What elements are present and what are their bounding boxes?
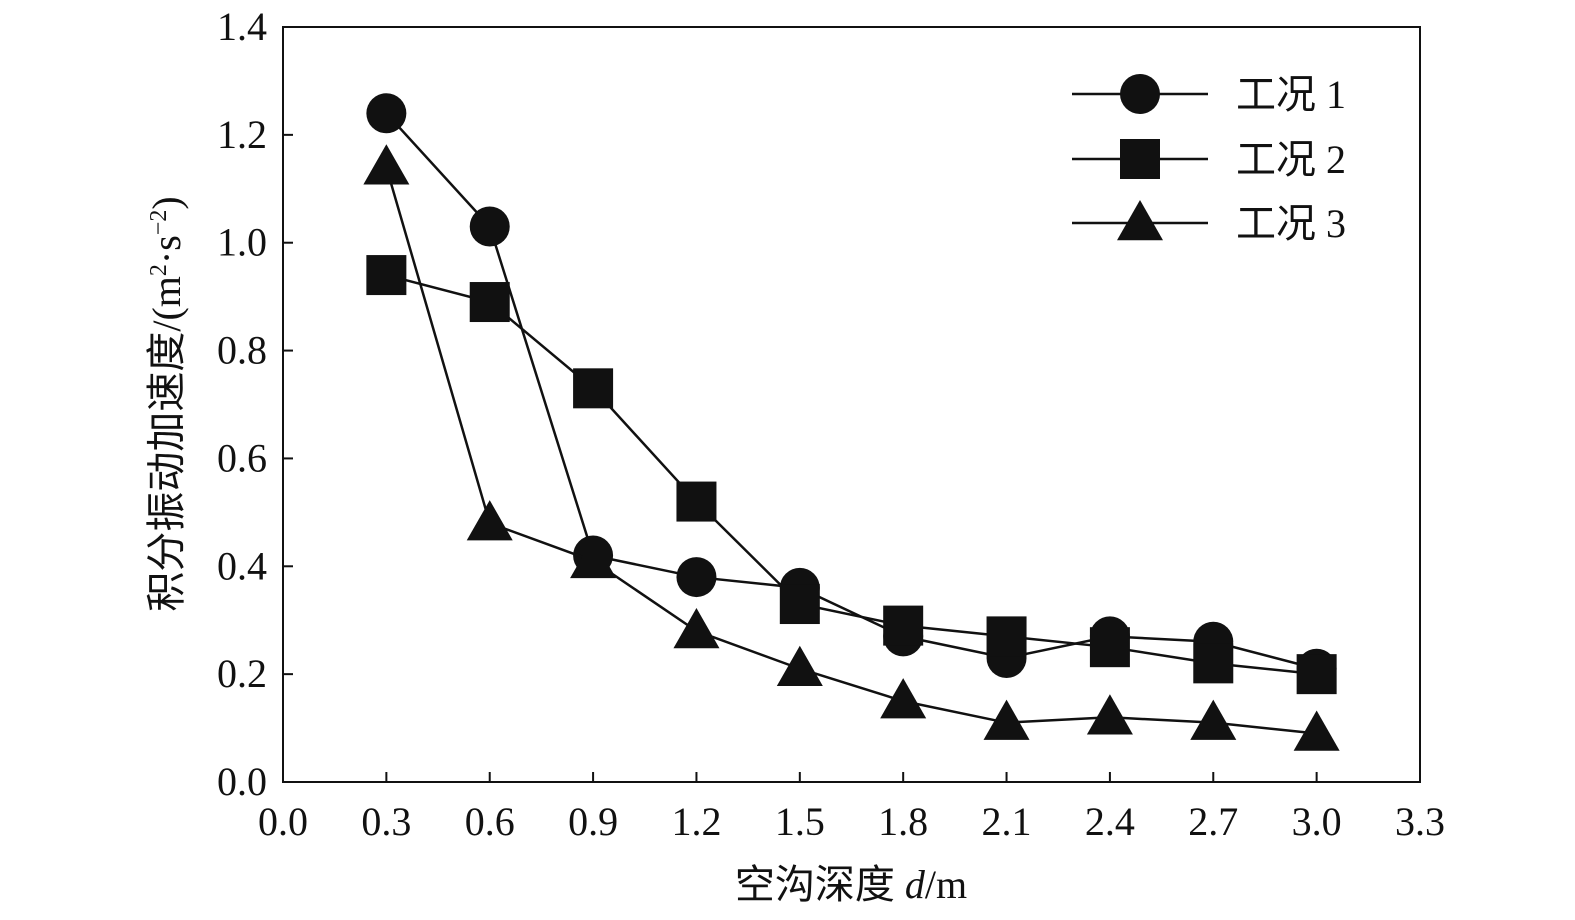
y-tick-label: 1.4 [217,4,267,49]
series-2-point [1296,654,1337,695]
x-tick-label: 1.8 [878,799,928,844]
legend-label: 工况 2 [1236,137,1346,182]
series-3-point [673,608,720,649]
series-2 [366,255,1337,695]
x-tick-label: 0.6 [465,799,515,844]
series-3-point [1293,710,1340,751]
legend-item-1: 工况 1 [1072,72,1346,117]
x-tick-label: 2.4 [1085,799,1135,844]
y-tick-label: 1.2 [217,112,267,157]
series-3-point [880,678,927,719]
y-tick-label: 0.8 [217,328,267,373]
series-1-line [385,112,1317,670]
legend-label: 工况 1 [1236,72,1346,117]
legend-label: 工况 3 [1236,201,1346,246]
x-axis: 0.0 0.3 0.6 0.9 1.2 1.5 1.8 2.1 2.4 2.7 3.0 3.3 [258,772,1445,844]
y-tick-label: 0.4 [217,543,267,588]
y-axis: 0.0 0.2 0.4 0.6 0.8 1.0 1.2 1.4 [217,4,293,804]
x-tick-label: 3.0 [1292,799,1342,844]
legend-marker-triangle [1117,200,1163,241]
series-2-point [573,368,614,409]
series-2-point [469,282,510,323]
series-3-point [466,500,513,541]
series-2-point [676,481,717,522]
series-2-point [883,605,924,646]
legend-item-2: 工况 2 [1072,137,1346,182]
y-tick-label: 1.0 [217,220,267,265]
y-axis-label: 积分振动加速度/(m2·s−2) [144,196,189,611]
y-tick-label: 0.0 [217,759,267,804]
series-1-point [676,557,717,598]
series-3-point [1086,694,1133,735]
series-3-line [385,166,1317,735]
x-tick-label: 3.3 [1395,799,1445,844]
legend-item-3: 工况 3 [1072,200,1346,246]
x-tick-label: 0.3 [361,799,411,844]
y-tick-label: 0.6 [217,435,267,480]
series-3-point [363,144,410,185]
series-3-point [1190,699,1237,740]
y-tick-label: 0.2 [217,651,267,696]
series-3-point [570,537,617,579]
series-1 [366,93,1337,689]
series-2-point [779,584,820,625]
series-1-point [366,93,407,134]
series-3-point [776,645,823,686]
x-tick-label: 2.1 [982,799,1032,844]
series-3-point [983,699,1030,740]
series-1-point [469,206,510,247]
series-3 [363,144,1340,751]
legend-marker-square [1120,139,1160,179]
x-tick-label: 0.9 [568,799,618,844]
x-axis-label: 空沟深度 d/m [735,862,967,907]
series-2-point [1089,627,1130,668]
series-2-point [366,255,407,296]
x-tick-label: 1.5 [775,799,825,844]
series-2-point [1193,643,1234,684]
series-layer [363,93,1340,751]
x-tick-label: 2.7 [1188,799,1238,844]
x-tick-label: 1.2 [671,799,721,844]
legend-marker-circle [1120,74,1160,114]
series-2-line [386,273,1317,676]
legend: 工况 1 工况 2 工况 3 [1072,72,1346,246]
plot-frame [282,26,1421,783]
series-2-point [986,616,1027,657]
x-tick-label: 0.0 [258,799,308,844]
